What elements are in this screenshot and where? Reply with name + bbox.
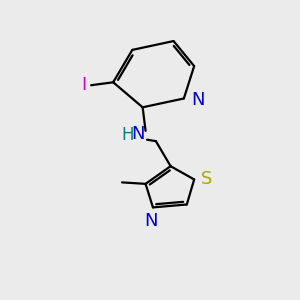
Text: S: S (201, 170, 212, 188)
Text: I: I (81, 76, 87, 94)
Text: N: N (145, 212, 158, 230)
Text: N: N (131, 125, 145, 143)
Text: N: N (191, 91, 205, 109)
Text: H: H (122, 126, 134, 144)
